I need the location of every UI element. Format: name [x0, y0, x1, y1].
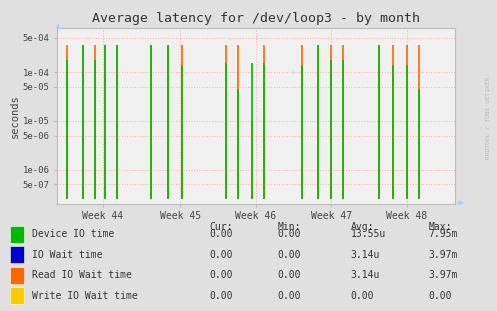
Text: 3.14u: 3.14u	[351, 250, 380, 260]
Text: 0.00: 0.00	[351, 291, 374, 301]
Text: 7.95m: 7.95m	[429, 229, 458, 239]
Text: 13.55u: 13.55u	[351, 229, 386, 239]
Text: 0.00: 0.00	[278, 291, 301, 301]
Title: Average latency for /dev/loop3 - by month: Average latency for /dev/loop3 - by mont…	[92, 12, 420, 26]
Bar	[10, 287, 24, 304]
Text: IO Wait time: IO Wait time	[32, 250, 102, 260]
Text: 0.00: 0.00	[210, 229, 233, 239]
Bar	[10, 226, 24, 243]
Text: 0.00: 0.00	[210, 270, 233, 280]
Text: Device IO time: Device IO time	[32, 229, 114, 239]
Text: 0.00: 0.00	[278, 250, 301, 260]
Text: RRDTOOL / TOBI OETIKER: RRDTOOL / TOBI OETIKER	[486, 77, 491, 160]
Text: 3.97m: 3.97m	[429, 250, 458, 260]
Text: Cur:: Cur:	[210, 222, 233, 232]
Text: Avg:: Avg:	[351, 222, 374, 232]
Text: 0.00: 0.00	[429, 291, 452, 301]
Text: 0.00: 0.00	[278, 229, 301, 239]
Bar	[10, 267, 24, 284]
Bar	[10, 246, 24, 263]
Text: Read IO Wait time: Read IO Wait time	[32, 270, 132, 280]
Text: 3.14u: 3.14u	[351, 270, 380, 280]
Text: Max:: Max:	[429, 222, 452, 232]
Text: 0.00: 0.00	[278, 270, 301, 280]
Y-axis label: seconds: seconds	[10, 94, 20, 138]
Text: 0.00: 0.00	[210, 250, 233, 260]
Text: 0.00: 0.00	[210, 291, 233, 301]
Text: Min:: Min:	[278, 222, 301, 232]
Text: Write IO Wait time: Write IO Wait time	[32, 291, 138, 301]
Text: 3.97m: 3.97m	[429, 270, 458, 280]
